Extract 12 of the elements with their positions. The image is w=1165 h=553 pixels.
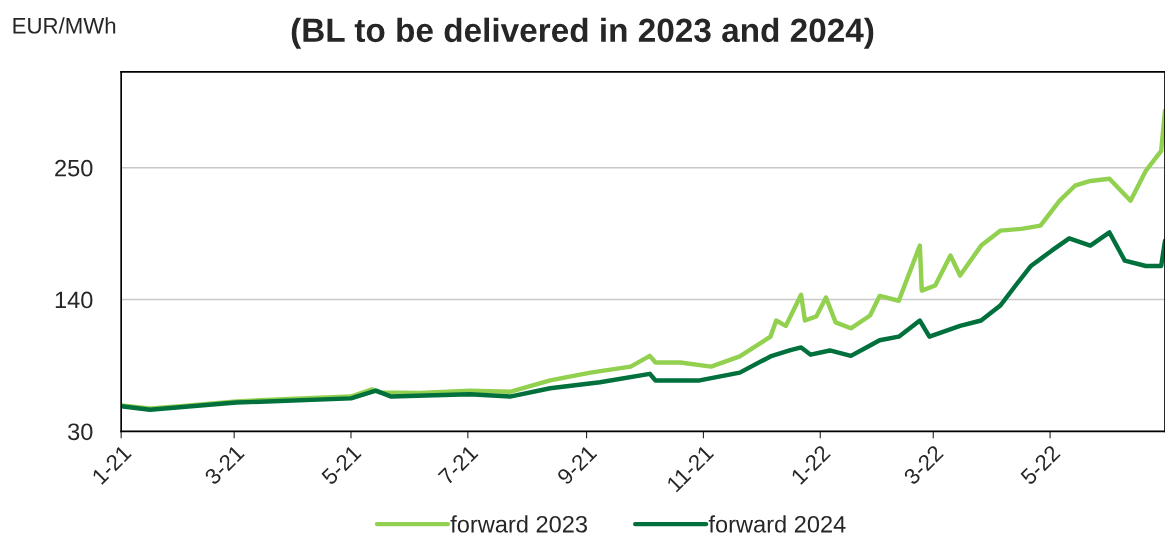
legend-label: forward 2024: [708, 515, 846, 533]
y-tick-label: 140: [55, 291, 93, 309]
y-tick-label: 250: [55, 159, 93, 177]
x-tick-label: 5-21: [320, 444, 362, 486]
line-series: [121, 230, 1165, 412]
legend-label: forward 2023: [450, 515, 587, 533]
x-tick-label: 9-21: [556, 444, 598, 486]
x-tick-label: 3-21: [203, 444, 245, 486]
x-tick-label: 7-21: [437, 444, 479, 486]
chart-title: (BL to be delivered in 2023 and 2024): [291, 17, 874, 49]
y-tick-label: 30: [68, 423, 93, 441]
y-axis-title: EUR/MWh: [13, 17, 116, 34]
